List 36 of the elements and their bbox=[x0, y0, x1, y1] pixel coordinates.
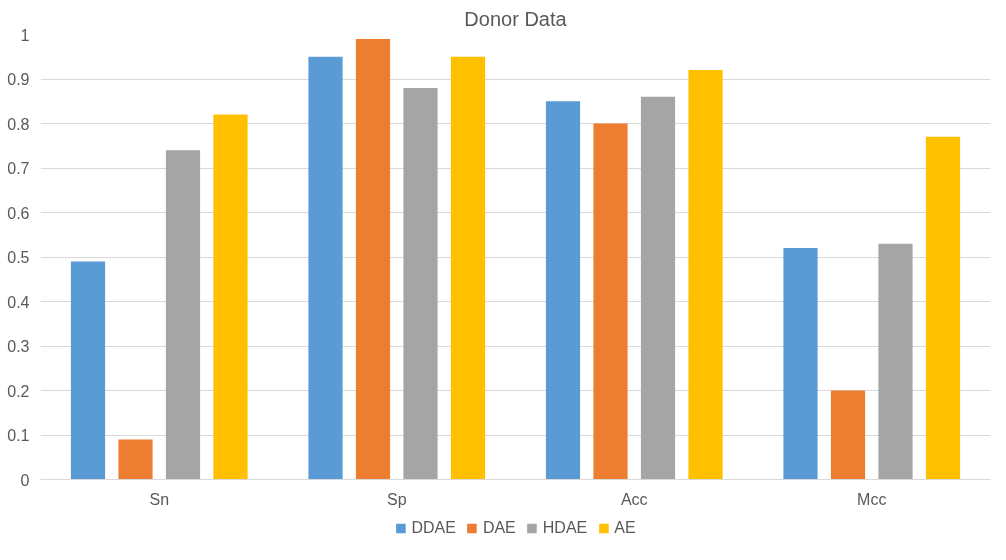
y-tick-label: 0.1 bbox=[7, 427, 30, 444]
legend-label: HDAE bbox=[542, 519, 588, 537]
bar bbox=[688, 70, 723, 480]
bar bbox=[355, 38, 391, 480]
y-tick-label: 0.5 bbox=[7, 249, 30, 266]
y-tick-label: 0.9 bbox=[7, 71, 30, 88]
x-tick-label: Mcc bbox=[857, 490, 887, 508]
y-tick-label: 0.8 bbox=[7, 115, 30, 133]
x-tick-label: Sp bbox=[386, 490, 407, 508]
bar bbox=[450, 56, 486, 480]
x-tick-label: Sn bbox=[149, 490, 170, 508]
bar bbox=[640, 96, 676, 480]
bar bbox=[783, 248, 818, 480]
bar bbox=[165, 150, 201, 480]
bar bbox=[830, 390, 866, 480]
y-tick-label: 0.6 bbox=[7, 204, 30, 222]
bar bbox=[403, 87, 438, 480]
y-tick-label: 0.2 bbox=[7, 382, 30, 400]
y-tick-label: 1 bbox=[20, 26, 30, 44]
bar bbox=[545, 101, 581, 480]
y-tick-label: 0.7 bbox=[7, 160, 30, 177]
y-tick-label: 0.3 bbox=[7, 338, 30, 355]
y-tick-label: 0.4 bbox=[7, 293, 30, 311]
bar bbox=[878, 243, 913, 480]
y-tick-label: 0 bbox=[20, 471, 30, 489]
bar bbox=[925, 136, 961, 480]
legend-label: AE bbox=[614, 519, 636, 537]
bar bbox=[118, 439, 153, 480]
chart-title: Donor Data bbox=[464, 7, 568, 30]
legend-label: DDAE bbox=[411, 519, 456, 537]
x-tick-label: Acc bbox=[620, 490, 648, 508]
bar bbox=[308, 56, 343, 480]
legend-label: DAE bbox=[482, 519, 516, 537]
bar bbox=[70, 261, 106, 480]
bar bbox=[213, 114, 248, 480]
bar bbox=[593, 123, 628, 480]
